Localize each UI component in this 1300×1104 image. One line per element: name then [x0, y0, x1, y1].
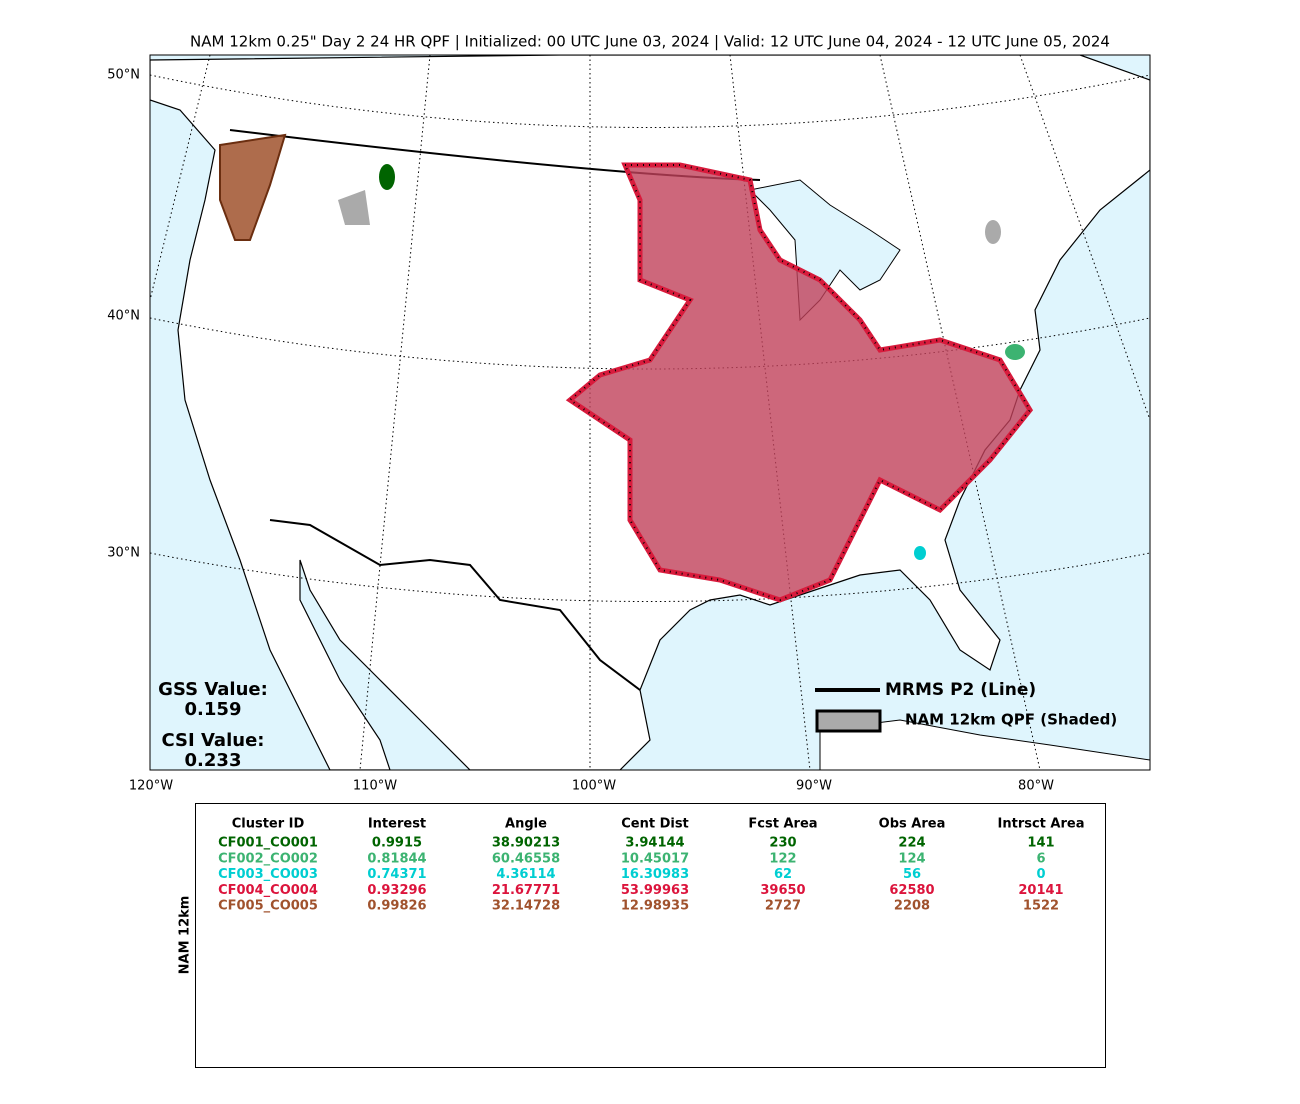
table-cell: 0.9915 — [372, 836, 422, 851]
table-cell: 21.67771 — [492, 883, 560, 898]
title: NAM 12km 0.25" Day 2 24 HR QPF | Initial… — [190, 33, 1110, 51]
column-header: Interest — [368, 817, 426, 832]
gss-value: 0.159 — [185, 699, 242, 720]
column-header: Obs Area — [879, 817, 946, 832]
table-cell: CF003_CO003 — [218, 867, 318, 882]
legend-label: NAM 12km QPF (Shaded) — [905, 711, 1117, 729]
table-cell: 16.30983 — [621, 867, 689, 882]
table-cell: 0.74371 — [367, 867, 426, 882]
table-cell: CF001_CO001 — [218, 836, 318, 851]
lon-label: 100°W — [572, 779, 616, 794]
gss-label: GSS Value: — [158, 679, 268, 700]
table-cell: 6 — [1036, 851, 1045, 866]
table: Cluster ID Interest Angle Cent Dist Fcst Are… — [218, 817, 1084, 914]
legend-label: MRMS P2 (Line) — [885, 680, 1036, 700]
csi-value: 0.233 — [185, 750, 242, 771]
table-cell: 0 — [1036, 867, 1045, 882]
fcst-shade — [985, 220, 1001, 244]
graticule — [1019, 55, 1150, 421]
green-object — [1005, 344, 1025, 360]
cuba — [819, 719, 1150, 770]
table-cell: 124 — [898, 851, 925, 866]
table-cell: CF005_CO005 — [218, 899, 318, 914]
lat-label: 50°N — [107, 68, 140, 83]
table-cell: 2727 — [765, 899, 801, 914]
table-cell: 1522 — [1023, 899, 1059, 914]
brown-object — [219, 133, 287, 241]
lon-label: 90°W — [796, 779, 832, 794]
table-cell: 62 — [774, 867, 792, 882]
table-cell: CF004_CO004 — [218, 883, 318, 898]
table-cell: 224 — [898, 836, 925, 851]
table-cell: 0.93296 — [367, 883, 426, 898]
great-lakes — [748, 179, 901, 322]
lat-label: 40°N — [107, 309, 140, 324]
csi-label: CSI Value: — [162, 730, 265, 751]
map: 50°N 40°N 30°N 120°W 110°W 100°W 90°W 80°W GSS … — [107, 54, 1151, 794]
table-cell: CF002_CO002 — [218, 851, 318, 866]
column-header: Cent Dist — [621, 817, 689, 832]
lon-label: 110°W — [353, 779, 397, 794]
table-cell: 12.98935 — [621, 899, 689, 914]
legend-swatch — [815, 709, 882, 733]
column-header: Fcst Area — [748, 817, 817, 832]
border — [269, 519, 641, 691]
table-cell: 60.46558 — [492, 851, 560, 866]
cyan-object — [914, 546, 926, 560]
graticule — [150, 55, 211, 301]
graticule — [359, 55, 431, 770]
column-header: Cluster ID — [232, 817, 305, 832]
lon-label: 80°W — [1018, 779, 1054, 794]
table-cell: 56 — [903, 867, 921, 882]
lat-label: 30°N — [107, 546, 140, 561]
table-cell: 122 — [769, 851, 796, 866]
table-cell: 0.81844 — [367, 851, 426, 866]
table-cell: 10.45017 — [621, 851, 689, 866]
table-cell: 62580 — [889, 883, 934, 898]
table-cell: 141 — [1027, 836, 1054, 851]
table-cell: 4.36114 — [496, 867, 555, 882]
table-cell: 20141 — [1018, 883, 1063, 898]
column-header: Angle — [505, 817, 547, 832]
table-cell: 0.99826 — [367, 899, 426, 914]
table-cell: 39650 — [760, 883, 805, 898]
table-frame — [195, 803, 1106, 1068]
table-cell: 230 — [769, 836, 796, 851]
table-cell: 3.94144 — [625, 836, 684, 851]
fcst-shade — [338, 190, 370, 225]
table-side-label: NAM 12km — [178, 896, 193, 975]
graticule — [729, 55, 811, 770]
obs-contour — [565, 162, 1034, 603]
table-cell: 53.99963 — [621, 883, 689, 898]
table-cell: 38.90213 — [492, 836, 560, 851]
column-header: Intrsct Area — [998, 817, 1085, 832]
graticule — [879, 55, 1041, 770]
table-cell: 32.14728 — [492, 899, 560, 914]
green-object — [379, 164, 395, 190]
table-cell: 2208 — [894, 899, 930, 914]
lon-label: 120°W — [129, 779, 173, 794]
